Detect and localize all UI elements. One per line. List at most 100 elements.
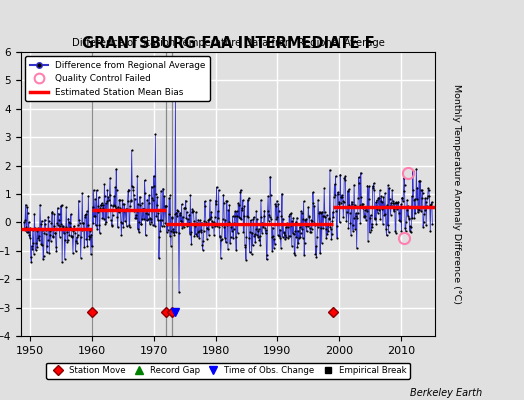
Point (61, 224, 70, 230)
Point (201, 202, 210, 209)
Point (278, 190, 286, 197)
Point (232, 247, 241, 253)
Point (232, 234, 240, 240)
Point (361, 212, 369, 219)
Point (158, 217, 166, 224)
Point (40, 230, 48, 236)
Point (265, 211, 274, 218)
Point (108, 212, 117, 218)
Point (386, 203, 395, 210)
Point (93, 208, 102, 215)
Point (413, 196, 421, 202)
Point (401, 225, 409, 232)
Point (55, 217, 63, 223)
Point (167, 228, 176, 235)
Point (209, 219, 217, 225)
Point (340, 199, 348, 206)
Point (89, 219, 97, 226)
Point (93, 225, 101, 232)
Point (275, 233, 283, 239)
Point (45, 218, 53, 224)
Point (356, 202, 364, 208)
Point (169, 228, 177, 235)
Point (83, 242, 92, 249)
Point (266, 174, 275, 180)
Point (280, 230, 288, 236)
Point (27, 254, 35, 260)
Point (184, 222, 192, 228)
Point (69, 228, 78, 234)
Point (194, 216, 202, 223)
Point (412, 166, 421, 172)
Point (150, 223, 159, 229)
Point (242, 234, 250, 240)
Point (315, 221, 323, 228)
Point (208, 209, 216, 215)
Point (323, 231, 332, 238)
Point (270, 240, 279, 247)
Point (170, 229, 178, 236)
Point (20, 219, 28, 225)
Point (249, 214, 258, 220)
Point (103, 198, 111, 204)
Point (131, 215, 139, 222)
Point (102, 200, 110, 207)
Point (218, 222, 226, 229)
Point (223, 198, 231, 204)
Point (367, 226, 375, 233)
Point (189, 208, 197, 214)
Point (407, 224, 416, 231)
Point (418, 187, 426, 194)
Point (97, 200, 106, 206)
Point (205, 216, 214, 222)
Point (216, 255, 225, 262)
Point (56, 234, 64, 240)
Point (311, 251, 320, 258)
Point (181, 204, 189, 211)
Point (285, 233, 293, 239)
Point (397, 201, 405, 208)
Point (321, 214, 330, 220)
Point (238, 207, 247, 214)
Point (52, 244, 60, 250)
Point (20, 226, 29, 233)
Point (410, 214, 419, 221)
Point (86, 234, 95, 240)
Point (363, 182, 372, 189)
Point (251, 239, 259, 245)
Point (363, 208, 371, 214)
Point (91, 196, 99, 202)
Point (396, 204, 404, 210)
Point (179, 224, 188, 230)
Point (286, 233, 294, 239)
Point (68, 233, 76, 239)
Point (185, 230, 194, 237)
Point (407, 228, 415, 235)
Point (364, 238, 372, 244)
Point (313, 234, 321, 240)
Point (343, 204, 352, 210)
Point (178, 201, 186, 208)
Point (219, 216, 227, 222)
Point (137, 221, 145, 228)
Point (408, 193, 416, 200)
Point (124, 188, 132, 195)
Point (193, 233, 201, 239)
Point (228, 227, 236, 234)
Point (386, 196, 394, 202)
Point (289, 230, 297, 236)
Point (420, 211, 428, 218)
Point (31, 226, 39, 232)
Point (383, 202, 391, 208)
Point (380, 204, 388, 210)
Point (409, 168, 417, 174)
Point (111, 203, 119, 209)
Point (21, 217, 29, 223)
Point (227, 224, 235, 230)
Point (231, 213, 239, 219)
Point (321, 209, 329, 216)
Point (157, 188, 165, 194)
Point (163, 226, 172, 233)
Point (291, 252, 299, 258)
Point (106, 202, 115, 208)
